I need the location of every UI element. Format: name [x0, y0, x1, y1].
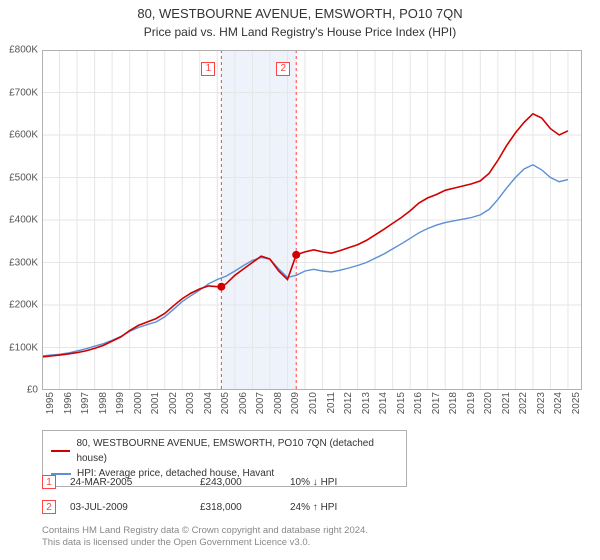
- x-tick-label: 2016: [413, 392, 424, 422]
- sale-marker-number: 1: [46, 477, 52, 488]
- plot-area: 12: [42, 50, 582, 390]
- x-tick-label: 2005: [220, 392, 231, 422]
- x-tick-label: 2003: [185, 392, 196, 422]
- footer-attribution: Contains HM Land Registry data © Crown c…: [42, 525, 582, 550]
- x-tick-label: 1995: [45, 392, 56, 422]
- y-tick-label: £200K: [9, 300, 38, 311]
- footer-line: Contains HM Land Registry data © Crown c…: [42, 525, 582, 537]
- legend-label: 80, WESTBOURNE AVENUE, EMSWORTH, PO10 7Q…: [76, 436, 398, 466]
- sale-row-2: 2 03-JUL-2009 £318,000 24% ↑ HPI: [42, 500, 370, 514]
- x-tick-label: 2007: [255, 392, 266, 422]
- x-tick-label: 2014: [378, 392, 389, 422]
- x-tick-label: 2023: [536, 392, 547, 422]
- x-tick-label: 1997: [80, 392, 91, 422]
- legend-swatch: [51, 450, 70, 452]
- y-tick-label: £0: [27, 385, 38, 396]
- y-tick-label: £600K: [9, 130, 38, 141]
- x-tick-label: 2020: [483, 392, 494, 422]
- sale-marker-1: 1: [42, 475, 56, 489]
- sale-marker-number: 2: [46, 502, 52, 513]
- y-tick-label: £500K: [9, 172, 38, 183]
- x-tick-label: 2021: [501, 392, 512, 422]
- sale-pct: 10% ↓ HPI: [290, 477, 370, 488]
- x-tick-label: 2004: [203, 392, 214, 422]
- x-tick-label: 2008: [273, 392, 284, 422]
- y-tick-label: £400K: [9, 215, 38, 226]
- x-tick-label: 2013: [361, 392, 372, 422]
- footer-line: This data is licensed under the Open Gov…: [42, 537, 582, 549]
- x-tick-label: 1996: [63, 392, 74, 422]
- y-tick-label: £100K: [9, 342, 38, 353]
- x-tick-label: 2018: [448, 392, 459, 422]
- chart-marker-label: 2: [276, 62, 290, 76]
- x-tick-label: 2001: [150, 392, 161, 422]
- x-tick-label: 2011: [326, 392, 337, 422]
- y-tick-label: £800K: [9, 45, 38, 56]
- x-tick-label: 2015: [396, 392, 407, 422]
- sale-price: £318,000: [200, 502, 290, 513]
- x-tick-label: 1999: [115, 392, 126, 422]
- x-tick-label: 2019: [466, 392, 477, 422]
- x-tick-label: 2002: [168, 392, 179, 422]
- chart-container: 80, WESTBOURNE AVENUE, EMSWORTH, PO10 7Q…: [0, 0, 600, 560]
- sale-row-1: 1 24-MAR-2005 £243,000 10% ↓ HPI: [42, 475, 370, 489]
- y-tick-label: £700K: [9, 87, 38, 98]
- sale-date: 24-MAR-2005: [70, 477, 200, 488]
- sale-price: £243,000: [200, 477, 290, 488]
- x-tick-label: 2017: [431, 392, 442, 422]
- x-tick-label: 2010: [308, 392, 319, 422]
- chart-marker-label: 1: [201, 62, 215, 76]
- sale-date: 03-JUL-2009: [70, 502, 200, 513]
- legend-item-property: 80, WESTBOURNE AVENUE, EMSWORTH, PO10 7Q…: [51, 436, 398, 466]
- y-tick-label: £300K: [9, 257, 38, 268]
- chart-title: 80, WESTBOURNE AVENUE, EMSWORTH, PO10 7Q…: [0, 0, 600, 23]
- chart-svg: [42, 50, 582, 390]
- x-tick-label: 2006: [238, 392, 249, 422]
- x-tick-label: 2000: [133, 392, 144, 422]
- x-tick-label: 2012: [343, 392, 354, 422]
- x-tick-label: 1998: [98, 392, 109, 422]
- sale-pct: 24% ↑ HPI: [290, 502, 370, 513]
- x-tick-label: 2022: [518, 392, 529, 422]
- sale-marker-2: 2: [42, 500, 56, 514]
- x-tick-label: 2025: [571, 392, 582, 422]
- x-tick-label: 2009: [290, 392, 301, 422]
- chart-subtitle: Price paid vs. HM Land Registry's House …: [0, 23, 600, 39]
- x-tick-label: 2024: [553, 392, 564, 422]
